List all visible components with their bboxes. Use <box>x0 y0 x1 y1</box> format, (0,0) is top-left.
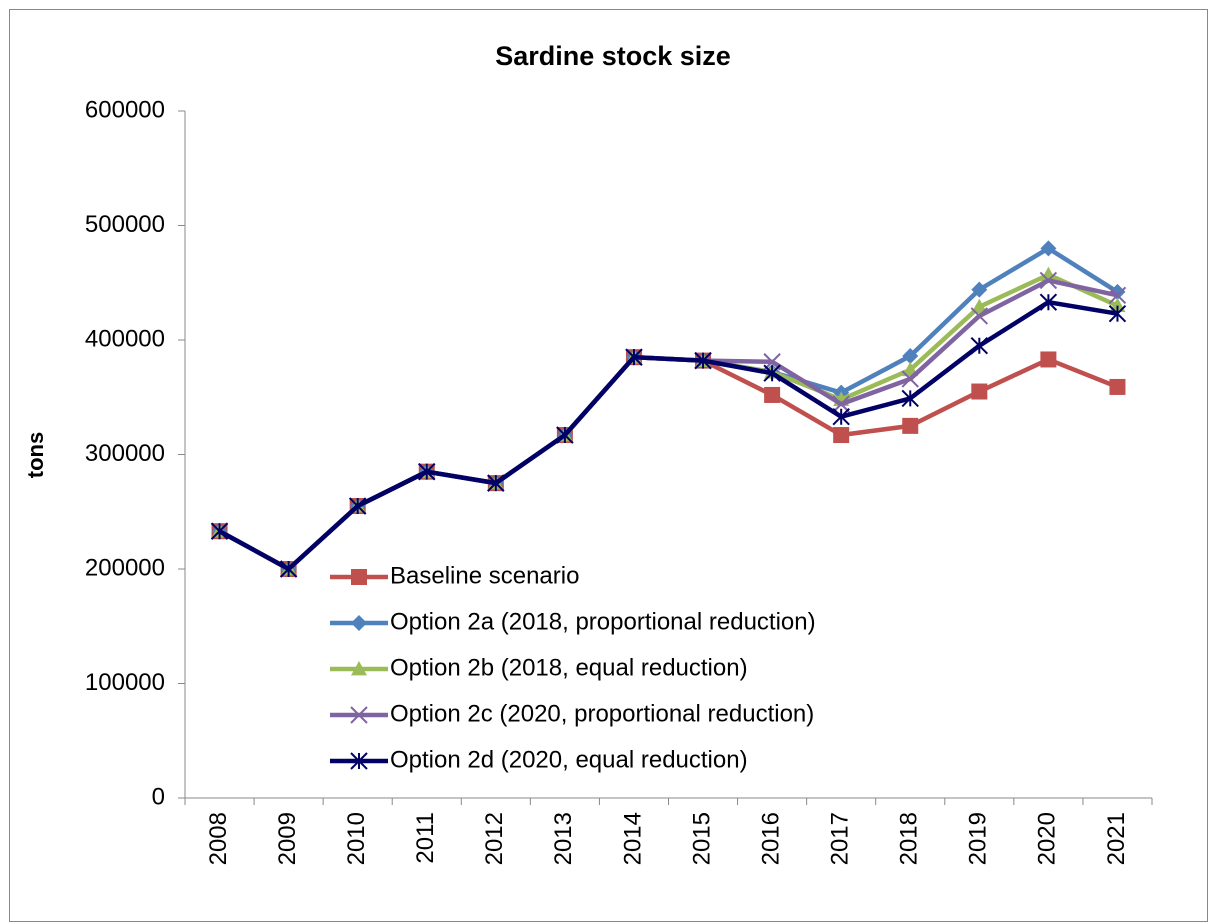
y-tick-label: 100000 <box>85 669 165 696</box>
x-tick-label: 2019 <box>965 812 992 865</box>
marker <box>902 348 919 365</box>
marker <box>350 752 368 770</box>
y-tick-label: 300000 <box>85 440 165 467</box>
x-tick-label: 2020 <box>1034 812 1061 865</box>
marker <box>348 497 367 515</box>
marker <box>1040 351 1057 368</box>
x-tick-label: 2017 <box>827 812 854 865</box>
marker <box>970 307 989 325</box>
marker <box>971 383 988 400</box>
chart-title: Sardine stock size <box>495 41 731 71</box>
marker <box>763 364 781 382</box>
x-tick-label: 2010 <box>343 812 370 865</box>
chart-frame <box>9 9 1208 922</box>
legend-label: Option 2a (2018, proportional reduction) <box>390 608 816 635</box>
marker <box>351 615 367 631</box>
marker <box>1040 240 1057 257</box>
legend-item: Option 2d (2020, equal reduction) <box>330 746 748 773</box>
marker <box>764 386 781 403</box>
marker <box>901 389 919 408</box>
marker <box>902 417 919 434</box>
marker <box>971 298 988 314</box>
x-tick-label: 2009 <box>274 812 301 865</box>
marker <box>487 474 505 492</box>
marker <box>1039 271 1058 290</box>
marker <box>210 522 229 540</box>
marker <box>1108 286 1127 305</box>
x-tick-label: 2021 <box>1103 812 1130 865</box>
marker <box>1109 378 1126 395</box>
marker <box>1108 304 1127 323</box>
legend-item: Baseline scenario <box>330 562 579 589</box>
series-line <box>218 299 1118 572</box>
legend-label: Option 2b (2018, equal reduction) <box>390 654 748 681</box>
x-tick-label: 2012 <box>481 812 508 865</box>
marker <box>833 427 850 444</box>
marker <box>832 395 850 413</box>
y-tick-label: 200000 <box>85 554 165 581</box>
y-tick-label: 400000 <box>85 325 165 352</box>
y-tick-label: 600000 <box>85 96 165 123</box>
marker <box>832 408 850 426</box>
marker <box>901 370 919 388</box>
legend-label: Option 2d (2020, equal reduction) <box>390 746 748 773</box>
marker <box>350 706 368 724</box>
legend-item: Option 2b (2018, equal reduction) <box>330 654 748 681</box>
x-tick-label: 2018 <box>896 812 923 865</box>
legend-item: Option 2a (2018, proportional reduction) <box>330 608 816 635</box>
marker <box>971 281 988 298</box>
legend-label: Option 2c (2020, proportional reduction) <box>390 700 814 727</box>
marker <box>556 426 574 444</box>
marker <box>351 569 367 585</box>
legend-label: Baseline scenario <box>390 562 579 589</box>
marker <box>625 348 643 366</box>
marker <box>694 351 712 370</box>
y-tick-label: 0 <box>152 783 165 810</box>
x-tick-label: 2015 <box>688 812 715 865</box>
marker <box>351 661 367 676</box>
marker <box>1039 293 1058 311</box>
y-tick-label: 500000 <box>85 211 165 238</box>
x-tick-label: 2011 <box>412 812 439 864</box>
x-tick-label: 2016 <box>757 812 784 865</box>
marker <box>279 560 298 578</box>
x-tick-label: 2008 <box>205 812 232 865</box>
y-axis-label: tons <box>23 432 48 478</box>
x-tick-label: 2014 <box>619 812 646 865</box>
x-tick-label: 2013 <box>550 812 577 865</box>
marker <box>418 462 436 481</box>
legend-item: Option 2c (2020, proportional reduction) <box>330 700 814 727</box>
marker <box>970 337 989 355</box>
